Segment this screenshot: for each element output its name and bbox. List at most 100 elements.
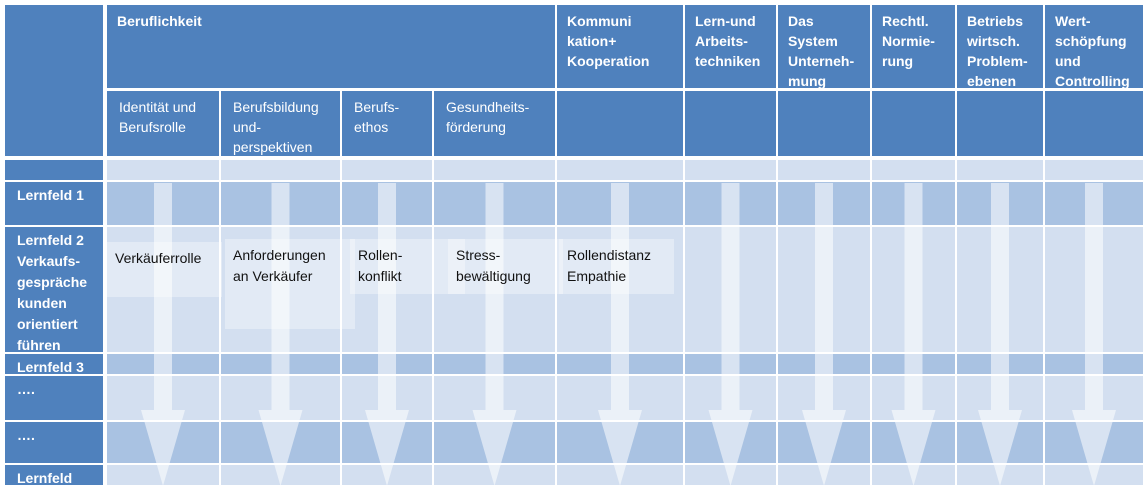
matrix-cell bbox=[221, 160, 340, 180]
cell-highlight bbox=[448, 239, 563, 294]
matrix-cell bbox=[872, 354, 955, 374]
matrix-cell bbox=[778, 422, 870, 463]
matrix-cell bbox=[685, 465, 776, 485]
matrix-cell bbox=[685, 422, 776, 463]
sub-header: Berufs- ethos bbox=[342, 91, 432, 156]
cell-highlight bbox=[225, 239, 355, 329]
corner-cell bbox=[5, 5, 103, 156]
matrix-cell bbox=[434, 465, 555, 485]
matrix-cell bbox=[342, 376, 432, 420]
matrix-cell bbox=[685, 354, 776, 374]
matrix-cell bbox=[1045, 422, 1143, 463]
row-label: Lernfeld 3 bbox=[5, 354, 103, 374]
matrix-cell bbox=[434, 182, 555, 225]
matrix-cell bbox=[872, 465, 955, 485]
sub-header: Gesundheits- förderung bbox=[434, 91, 555, 156]
column-header: Betriebs wirtsch. Problem- ebenen bbox=[957, 5, 1043, 88]
matrix-cell bbox=[221, 422, 340, 463]
matrix-cell bbox=[434, 376, 555, 420]
matrix-cell bbox=[778, 227, 870, 352]
matrix-cell bbox=[221, 182, 340, 225]
matrix-cell bbox=[778, 376, 870, 420]
matrix-cell bbox=[957, 465, 1043, 485]
cell-highlight bbox=[350, 239, 465, 294]
sub-header bbox=[1045, 91, 1143, 156]
row-label bbox=[5, 160, 103, 180]
matrix-cell bbox=[557, 465, 683, 485]
row-label: Lernfeld 14 bbox=[5, 465, 103, 485]
sub-header: Berufsbildung und- perspektiven bbox=[221, 91, 340, 156]
matrix-cell bbox=[872, 160, 955, 180]
matrix-cell bbox=[342, 465, 432, 485]
column-header: Rechtl. Normie- rung bbox=[872, 5, 955, 88]
matrix-cell bbox=[1045, 182, 1143, 225]
header-beruflichkeit: Beruflichkeit bbox=[107, 5, 555, 88]
lernfeld2-competence-text: Verkäuferrolle bbox=[115, 250, 202, 266]
matrix-cell bbox=[685, 227, 776, 352]
matrix-cell bbox=[557, 422, 683, 463]
sub-header bbox=[872, 91, 955, 156]
column-header: Wert- schöpfung und Controlling bbox=[1045, 5, 1143, 88]
matrix-cell bbox=[557, 182, 683, 225]
lernfeld2-competence-text: Rollen- konflikt bbox=[358, 247, 403, 284]
matrix-cell bbox=[107, 182, 219, 225]
matrix-cell bbox=[872, 227, 955, 352]
matrix-cell bbox=[342, 182, 432, 225]
sub-header: Identität und Berufsrolle bbox=[107, 91, 219, 156]
matrix-cell bbox=[778, 160, 870, 180]
matrix-cell bbox=[557, 354, 683, 374]
column-header: Das System Unterneh- mung bbox=[778, 5, 870, 88]
sub-header bbox=[685, 91, 776, 156]
matrix-cell bbox=[434, 422, 555, 463]
matrix-cell bbox=[557, 376, 683, 420]
matrix-cell bbox=[685, 182, 776, 225]
sub-header bbox=[557, 91, 683, 156]
matrix-cell bbox=[434, 354, 555, 374]
cell-highlight bbox=[559, 239, 674, 294]
matrix-cell bbox=[221, 376, 340, 420]
row-label: …. bbox=[5, 422, 103, 463]
matrix-cell bbox=[685, 376, 776, 420]
matrix-cell bbox=[221, 354, 340, 374]
sub-header bbox=[778, 91, 870, 156]
matrix-cell bbox=[957, 376, 1043, 420]
matrix-cell bbox=[342, 160, 432, 180]
matrix-cell bbox=[872, 182, 955, 225]
matrix-cell bbox=[221, 465, 340, 485]
row-label: …. bbox=[5, 376, 103, 420]
matrix-cell bbox=[1045, 465, 1143, 485]
matrix-cell bbox=[107, 465, 219, 485]
matrix-cell bbox=[107, 376, 219, 420]
matrix-cell bbox=[778, 465, 870, 485]
matrix-cell bbox=[872, 376, 955, 420]
matrix-cell bbox=[342, 422, 432, 463]
matrix-cell bbox=[778, 354, 870, 374]
matrix-cell bbox=[557, 160, 683, 180]
matrix-cell bbox=[957, 422, 1043, 463]
sub-header bbox=[957, 91, 1043, 156]
row-label: Lernfeld 1 bbox=[5, 182, 103, 225]
matrix-cell bbox=[107, 422, 219, 463]
matrix-cell bbox=[1045, 227, 1143, 352]
matrix-cell bbox=[107, 160, 219, 180]
cell-highlight bbox=[107, 242, 222, 297]
lernfeld2-competence-text: Rollendistanz Empathie bbox=[567, 247, 652, 284]
matrix-cell bbox=[342, 354, 432, 374]
matrix-cell bbox=[957, 182, 1043, 225]
matrix-cell bbox=[685, 160, 776, 180]
matrix-cell bbox=[957, 354, 1043, 374]
matrix-cell bbox=[1045, 354, 1143, 374]
matrix-cell bbox=[1045, 160, 1143, 180]
lernfeld2-competence-text: Anforderungen an Verkäufer bbox=[233, 247, 326, 284]
matrix-cell bbox=[778, 182, 870, 225]
column-header: Kommuni kation+ Kooperation bbox=[557, 5, 683, 88]
matrix-cell bbox=[957, 227, 1043, 352]
matrix-cell bbox=[1045, 376, 1143, 420]
matrix-cell bbox=[957, 160, 1043, 180]
lernfeld2-competence-text: Stress- bewältigung bbox=[456, 247, 531, 284]
row-label: Lernfeld 2 Verkaufs- gespräche kunden or… bbox=[5, 227, 103, 352]
matrix-cell bbox=[434, 160, 555, 180]
matrix-cell bbox=[872, 422, 955, 463]
matrix-cell bbox=[107, 354, 219, 374]
